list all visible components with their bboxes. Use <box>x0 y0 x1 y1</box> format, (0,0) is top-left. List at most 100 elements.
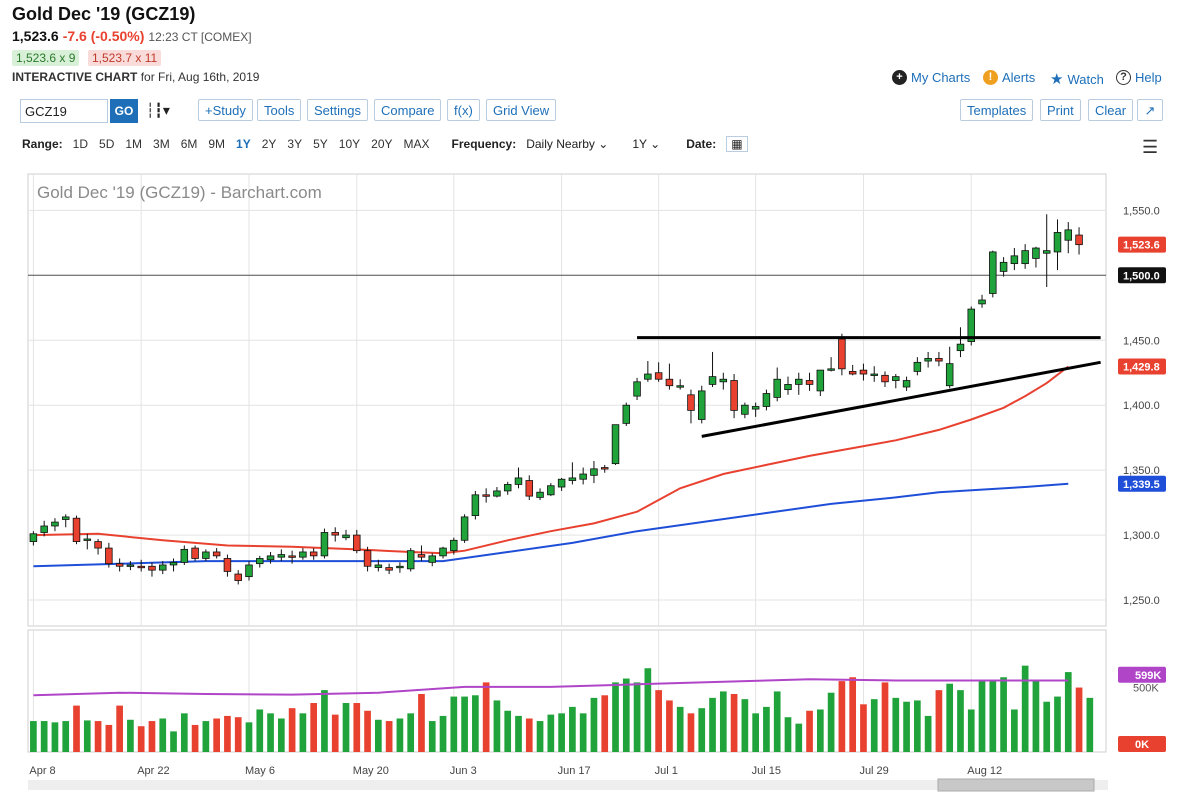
price-chart[interactable]: 1,250.0 1,300.0 1,350.0 1,400.0 1,450.0 1,500… <box>0 170 1181 794</box>
volume-bar <box>946 683 954 752</box>
candle-body <box>838 338 846 370</box>
quote-line: 1,523.6 -7.6 (-0.50%) 12:23 CT [COMEX] <box>12 28 252 44</box>
volume-bar <box>579 713 587 752</box>
volume-bar <box>870 699 878 752</box>
range-3y[interactable]: 3Y <box>287 137 303 151</box>
clear-button[interactable]: Clear <box>1088 99 1134 121</box>
candle-body <box>687 394 695 411</box>
x-tick-label: Jun 3 <box>450 765 477 777</box>
frequency-value: Daily Nearby <box>526 137 595 151</box>
volume-bar <box>170 731 177 752</box>
study-button[interactable]: +Study <box>198 99 253 121</box>
range-9m[interactable]: 9M <box>208 137 226 151</box>
volume-bar <box>267 713 274 752</box>
candle-body <box>999 261 1008 272</box>
candle-body <box>51 521 59 527</box>
candle-body <box>406 550 415 570</box>
volume-label-text: 599K <box>1135 670 1161 682</box>
scrollbar-track <box>28 780 1108 790</box>
candle-body <box>83 538 92 541</box>
candle-body <box>169 561 178 566</box>
settings-button[interactable]: Settings <box>307 99 368 121</box>
ma-red-line <box>33 365 1069 555</box>
volume-bar <box>763 706 770 752</box>
y-tick-label: 1,550.0 <box>1123 205 1160 217</box>
range-1d[interactable]: 1D <box>72 137 89 151</box>
date-label: Date: <box>686 137 717 151</box>
go-button[interactable]: GO <box>110 99 138 123</box>
candle-body <box>342 534 350 539</box>
volume-bar <box>1086 697 1094 752</box>
range-1m[interactable]: 1M <box>125 137 143 151</box>
candle-body <box>525 480 534 497</box>
price-label-text: 1,429.8 <box>1123 361 1160 373</box>
candle-body <box>751 406 760 410</box>
volume-bar <box>418 694 425 752</box>
volume-bar <box>784 717 792 752</box>
volume-bar <box>116 705 123 752</box>
range-3m[interactable]: 3M <box>153 137 170 151</box>
menu-button[interactable]: ☰ <box>1142 137 1158 158</box>
calendar-button[interactable]: ▦ <box>726 136 748 152</box>
candle-body <box>568 477 577 481</box>
volume-bar <box>213 718 220 752</box>
volume-bar <box>461 696 468 752</box>
volume-bar <box>321 690 328 752</box>
candlestick-icon: ┆┇▾ <box>146 102 170 118</box>
candle-body <box>396 565 404 569</box>
volume-bar <box>547 714 555 752</box>
range-20y[interactable]: 20Y <box>371 137 393 151</box>
frequency-select[interactable]: Daily Nearby ⌄ <box>526 137 608 151</box>
fx-button[interactable]: f(x) <box>447 99 480 121</box>
volume-bar <box>881 682 889 752</box>
range-6m[interactable]: 6M <box>180 137 198 151</box>
candle-body <box>105 547 113 565</box>
alerts-link[interactable]: ! Alerts <box>983 70 1035 85</box>
price-label-tag <box>1118 475 1166 492</box>
tools-button[interactable]: Tools <box>257 99 302 121</box>
candle-body <box>417 554 426 558</box>
period-value: 1Y <box>632 137 647 151</box>
grid-view-button[interactable]: Grid View <box>486 99 557 121</box>
candle-body <box>212 551 221 557</box>
candle-body <box>503 484 512 492</box>
range-10y[interactable]: 10Y <box>338 137 361 151</box>
price-change: -7.6 (-0.50%) <box>62 28 145 44</box>
chart-type-button[interactable]: ┆┇▾ <box>146 102 170 119</box>
expand-button[interactable]: ↗ <box>1137 99 1163 121</box>
volume-bar <box>234 717 242 752</box>
symbol-input[interactable] <box>20 99 108 123</box>
candle-body <box>956 343 965 352</box>
volume-bar <box>1054 696 1061 752</box>
my-charts-link[interactable]: + My Charts <box>892 70 970 85</box>
range-5d[interactable]: 5D <box>99 137 115 151</box>
volume-bar <box>601 695 609 752</box>
print-button[interactable]: Print <box>1040 99 1081 121</box>
y-tick-label: 1,250.0 <box>1123 595 1160 607</box>
templates-button[interactable]: Templates <box>960 99 1034 121</box>
volume-bar <box>439 715 447 752</box>
compare-button[interactable]: Compare <box>374 99 442 121</box>
range-2y[interactable]: 2Y <box>261 137 277 151</box>
range-max[interactable]: MAX <box>403 137 430 151</box>
volume-bar <box>288 708 296 752</box>
volume-bar <box>191 724 199 752</box>
volume-bar <box>676 706 684 752</box>
range-5y[interactable]: 5Y <box>313 137 328 151</box>
volume-bar <box>536 721 544 752</box>
period-select[interactable]: 1Y ⌄ <box>632 137 660 151</box>
candle-body <box>827 368 835 371</box>
volume-bar <box>245 722 253 752</box>
volume-bar <box>978 681 986 752</box>
volume-bar <box>51 722 59 752</box>
candle-body <box>266 555 275 561</box>
volume-bar <box>428 721 436 752</box>
candle-body <box>61 516 70 520</box>
volume-bar <box>752 713 759 752</box>
watch-link[interactable]: ★ Watch <box>1050 70 1104 88</box>
range-1y[interactable]: 1Y <box>236 137 251 151</box>
help-link[interactable]: ? Help <box>1116 70 1162 85</box>
candle-body <box>493 490 501 497</box>
candle-body <box>719 378 728 383</box>
candle-body <box>40 525 48 533</box>
